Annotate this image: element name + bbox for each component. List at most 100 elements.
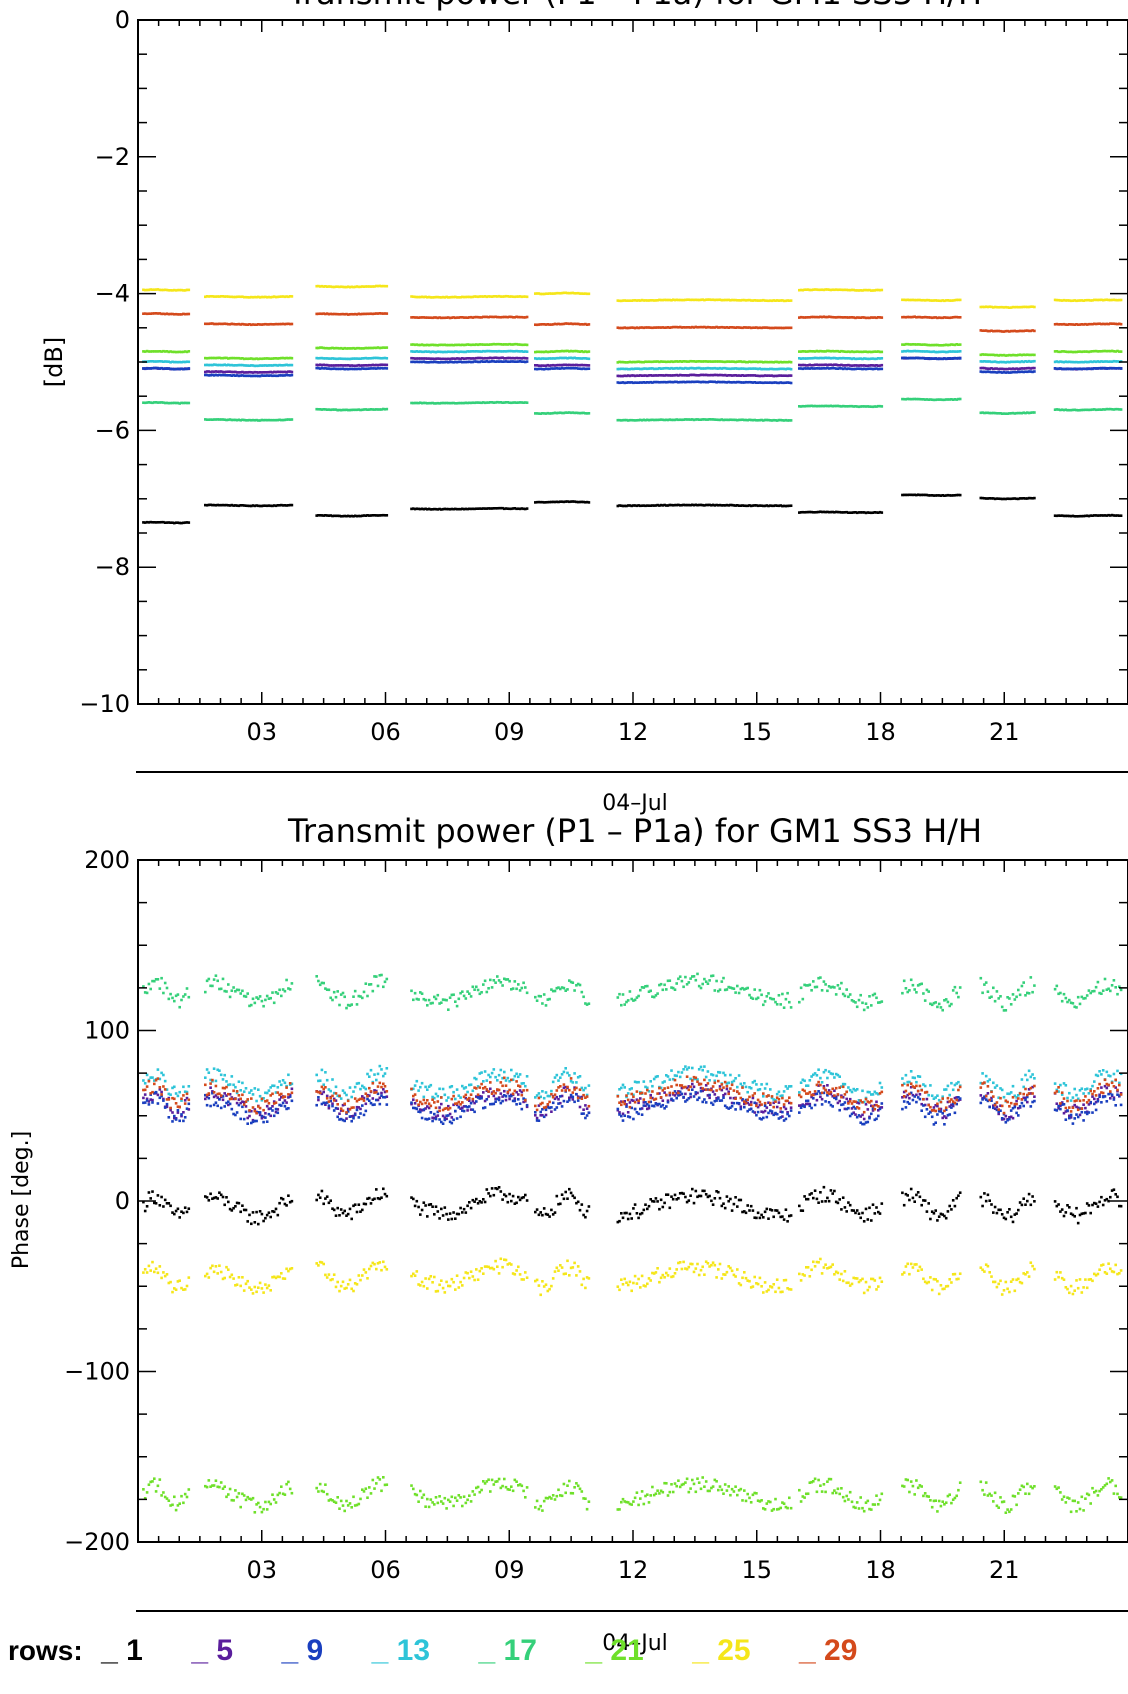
data-point: [452, 343, 455, 347]
data-point: [916, 315, 920, 319]
data-point: [957, 316, 960, 319]
data-point: [582, 357, 585, 360]
data-point: [489, 343, 492, 346]
data-point: [1085, 514, 1089, 517]
data-point: [946, 398, 950, 401]
data-point: [253, 1119, 257, 1123]
data-point: [232, 418, 235, 422]
data-point: [343, 514, 346, 518]
data-point: [805, 288, 808, 291]
data-point: [670, 326, 673, 329]
data-point: [770, 326, 774, 330]
data-point: [1114, 367, 1117, 370]
data-point: [765, 374, 769, 377]
data-point: [734, 326, 737, 329]
data-point: [647, 299, 651, 302]
data-point: [480, 507, 483, 510]
data-point: [332, 285, 336, 289]
data-point: [979, 1094, 983, 1097]
data-point: [182, 1111, 185, 1114]
data-point: [877, 367, 880, 371]
data-point: [369, 1202, 373, 1205]
data-point: [805, 350, 808, 353]
data-point: [475, 315, 478, 319]
data-point: [576, 500, 580, 504]
data-point: [221, 418, 225, 421]
data-point: [542, 501, 546, 504]
data-point: [875, 367, 878, 370]
data-point: [630, 381, 633, 384]
data-point: [1002, 412, 1006, 415]
data-point: [489, 1194, 492, 1198]
data-point: [1008, 497, 1011, 501]
data-point: [880, 288, 884, 292]
data-point: [810, 288, 813, 292]
data-point: [207, 370, 211, 373]
data-point: [637, 1101, 640, 1105]
data-point: [633, 504, 637, 507]
data-point: [1017, 497, 1020, 501]
data-point: [725, 1195, 729, 1198]
data-point: [290, 295, 294, 298]
data-point: [934, 357, 937, 360]
data-point: [1085, 367, 1089, 371]
data-point: [587, 323, 591, 326]
data-point: [242, 1117, 246, 1121]
data-point: [770, 504, 774, 508]
data-point: [503, 343, 506, 346]
series-row-1: [142, 493, 1123, 525]
data-point: [859, 357, 862, 360]
data-point: [257, 295, 260, 299]
data-point: [922, 316, 925, 319]
data-point: [353, 1203, 357, 1206]
data-point: [1013, 1213, 1017, 1216]
data-point: [1011, 411, 1015, 415]
data-point: [692, 298, 696, 302]
data-point: [382, 367, 385, 370]
data-point: [877, 350, 880, 353]
data-point: [433, 1213, 436, 1216]
data-point: [535, 323, 539, 327]
data-point: [1060, 1208, 1064, 1211]
data-point: [671, 418, 675, 422]
data-point: [878, 350, 882, 354]
data-point: [434, 343, 438, 347]
data-point: [223, 295, 226, 298]
data-point: [434, 357, 438, 360]
data-point: [647, 1106, 651, 1110]
data-point: [625, 367, 628, 371]
data-point: [459, 296, 462, 299]
data-point: [666, 360, 670, 363]
data-point: [673, 360, 677, 363]
data-point: [1022, 305, 1025, 309]
data-point: [729, 418, 732, 421]
data-point: [995, 497, 999, 500]
data-point: [1085, 350, 1089, 353]
data-point: [375, 408, 378, 411]
data-point: [826, 366, 829, 370]
data-point: [941, 1116, 944, 1120]
data-point: [673, 1094, 677, 1097]
data-point: [644, 1104, 647, 1107]
data-point: [749, 1204, 753, 1208]
data-point: [452, 1103, 455, 1107]
data-point: [482, 360, 485, 363]
data-point: [984, 1199, 988, 1203]
data-point: [522, 356, 525, 360]
data-point: [706, 1195, 710, 1199]
data-point: [739, 299, 743, 302]
data-point: [826, 356, 829, 360]
data-point: [469, 1101, 473, 1105]
data-point: [1082, 350, 1085, 353]
data-point: [205, 295, 209, 298]
data-point: [646, 367, 649, 371]
data-point: [180, 1114, 183, 1118]
data-point: [1059, 350, 1062, 354]
data-point: [948, 299, 951, 302]
data-point: [680, 298, 684, 302]
data-point: [145, 312, 149, 316]
data-point: [930, 398, 934, 401]
data-point: [496, 315, 499, 319]
data-point: [339, 285, 343, 288]
data-point: [1006, 306, 1009, 309]
